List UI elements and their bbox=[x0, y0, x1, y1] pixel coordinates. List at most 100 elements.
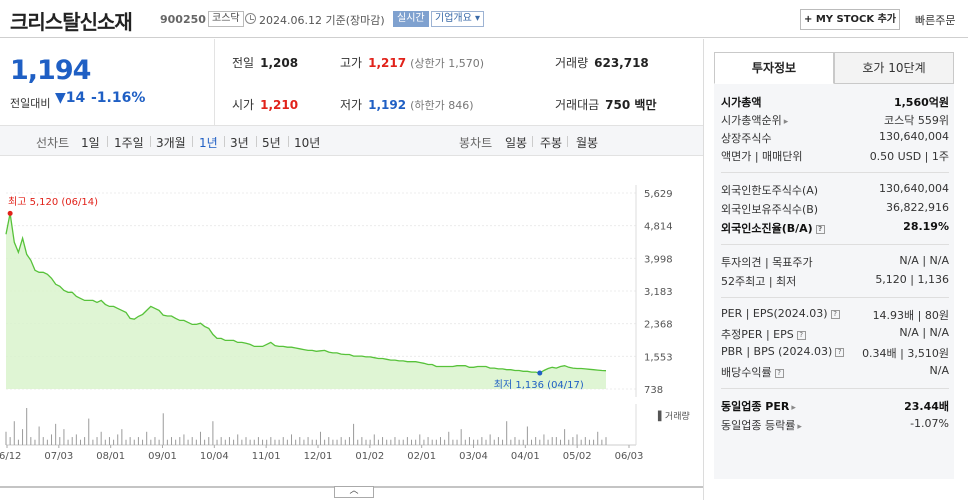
label: 동일업종 등락률 ▸ bbox=[721, 419, 802, 432]
value: -1.07% bbox=[910, 417, 949, 430]
price-summary: 1,194 전일대비 ▼14 -1.16% 전일 1,208 고가 1,217 (상한… bbox=[0, 39, 703, 125]
help-icon[interactable]: ? bbox=[830, 310, 840, 319]
x-tick-label: 05/02 bbox=[563, 451, 592, 462]
market-badge: 코스닥 bbox=[208, 11, 244, 27]
value: 0.34배 | 3,510원 bbox=[862, 347, 949, 360]
low-price: 저가 1,192 (하한가 846) bbox=[340, 96, 474, 113]
price-line bbox=[5, 213, 607, 374]
value: 130,640,004 bbox=[879, 130, 949, 143]
lower-limit: (하한가 846) bbox=[410, 99, 474, 112]
candle-daily[interactable]: 일봉 bbox=[505, 136, 528, 150]
amount-label: 거래대금 bbox=[555, 98, 600, 112]
value: 23.44배 bbox=[904, 400, 949, 413]
y-tick-label: 4,814 bbox=[644, 222, 673, 233]
row-par-value: 액면가 | 매매단위 0.50 USD | 1주 bbox=[721, 148, 949, 166]
label: 시가총액순위 ▸ bbox=[721, 114, 789, 127]
quick-order-button[interactable]: 빠른주문 bbox=[915, 14, 956, 27]
high-marker bbox=[7, 210, 13, 216]
row-foreign-limit: 외국인한도주식수(A) 130,640,004 bbox=[721, 182, 949, 200]
row-per-eps: PER | EPS(2024.03)? 14.93배 | 80원 bbox=[721, 307, 949, 325]
value: N/A | N/A bbox=[899, 326, 949, 339]
label: PBR | BPS (2024.03)? bbox=[721, 345, 845, 358]
label: 시가총액 bbox=[721, 96, 762, 109]
divider bbox=[721, 297, 949, 298]
high-value: 1,217 bbox=[368, 56, 407, 70]
x-tick-label: 08/01 bbox=[96, 451, 125, 462]
help-icon[interactable]: ? bbox=[774, 369, 784, 378]
period-10y[interactable]: 10년 bbox=[294, 136, 321, 150]
row-est-per: 추정PER | EPS? N/A | N/A bbox=[721, 326, 949, 344]
label: 외국인한도주식수(A) bbox=[721, 184, 819, 197]
label: 액면가 | 매매단위 bbox=[721, 150, 803, 163]
amount-value: 750 백만 bbox=[605, 98, 657, 112]
row-pbr-bps: PBR | BPS (2024.03)? 0.34배 | 3,510원 bbox=[721, 345, 949, 363]
value: 5,120 | 1,136 bbox=[875, 273, 949, 286]
candle-monthly[interactable]: 월봉 bbox=[576, 136, 599, 150]
row-dividend: 배당수익률? N/A bbox=[721, 364, 949, 382]
price-chart: 5,629 4,814 3,998 3,183 2,368 1,553 738 최고 5,12… bbox=[0, 157, 703, 500]
realtime-badge[interactable]: 실시간 bbox=[393, 11, 429, 27]
x-tick-label: 03/04 bbox=[459, 451, 488, 462]
collapse-chart-button[interactable]: ︿ bbox=[334, 486, 374, 498]
volume: 거래량 623,718 bbox=[555, 54, 649, 71]
candle-chart-label: 봉차트 bbox=[459, 136, 493, 150]
stock-name: 크리스탈신소재 bbox=[10, 10, 133, 34]
invest-info-panel: 투자정보 호가 10단계 시가총액 1,560억원 시가총액순위 ▸ 코스닥 559위… bbox=[703, 39, 968, 500]
divider bbox=[721, 388, 949, 389]
low-label: 저가 bbox=[340, 98, 363, 112]
company-info-label: 기업개요 bbox=[435, 13, 472, 24]
caret-right-icon: ▸ bbox=[783, 117, 789, 127]
help-icon[interactable]: ? bbox=[835, 348, 845, 357]
row-sector-per: 동일업종 PER ▸ 23.44배 bbox=[721, 398, 949, 416]
open-price: 시가 1,210 bbox=[232, 96, 298, 113]
label: 동일업종 PER ▸ bbox=[721, 400, 796, 413]
period-3y[interactable]: 3년 bbox=[230, 136, 249, 150]
help-icon[interactable]: ? bbox=[796, 331, 806, 340]
x-tick-label: 06/12 bbox=[0, 451, 21, 462]
low-value: 1,192 bbox=[368, 98, 407, 112]
period-1w[interactable]: 1주일 bbox=[114, 136, 144, 150]
row-52w: 52주최고 | 최저 5,120 | 1,136 bbox=[721, 273, 949, 291]
y-tick-label: 1,553 bbox=[644, 352, 673, 363]
period-5y[interactable]: 5년 bbox=[262, 136, 281, 150]
volume-label: 거래량 bbox=[555, 56, 589, 70]
help-icon[interactable]: ? bbox=[815, 225, 825, 234]
invest-info-list: 시가총액 1,560억원 시가총액순위 ▸ 코스닥 559위 상장주식수 130,640… bbox=[714, 84, 954, 479]
tab-invest-info[interactable]: 투자정보 bbox=[714, 52, 834, 84]
row-foreign-holding: 외국인보유주식수(B) 36,822,916 bbox=[721, 201, 949, 219]
stock-code: 900250 bbox=[160, 13, 206, 26]
y-tick-label: 3,183 bbox=[644, 287, 673, 298]
x-tick-label: 10/04 bbox=[200, 451, 229, 462]
tab-orderbook[interactable]: 호가 10단계 bbox=[834, 52, 954, 84]
prev-close-label: 전일 bbox=[232, 56, 255, 70]
period-1y[interactable]: 1년 bbox=[199, 136, 218, 150]
y-tick-label: 2,368 bbox=[644, 320, 673, 331]
company-info-dropdown[interactable]: 기업개요 ▾ bbox=[431, 11, 485, 27]
divider bbox=[721, 244, 949, 245]
y-tick-label: 3,998 bbox=[644, 254, 673, 265]
label: 배당수익률? bbox=[721, 364, 784, 380]
add-mystock-button[interactable]: + MY STOCK 추가 bbox=[800, 9, 900, 30]
down-arrow-icon: ▼ bbox=[55, 90, 66, 106]
x-tick-label: 11/01 bbox=[252, 451, 281, 462]
value: 36,822,916 bbox=[886, 201, 949, 214]
date-basis: 2024.06.12 기준(장마감) bbox=[259, 14, 385, 27]
row-foreign-ratio: 외국인소진율(B/A)? 28.19% bbox=[721, 220, 949, 238]
candle-weekly[interactable]: 주봉 bbox=[540, 136, 563, 150]
y-tick-label: 5,629 bbox=[644, 189, 673, 200]
open-value: 1,210 bbox=[260, 98, 299, 112]
label: 추정PER | EPS? bbox=[721, 326, 806, 342]
upper-limit: (상한가 1,570) bbox=[410, 57, 484, 70]
current-price: 1,194 bbox=[10, 55, 91, 86]
divider bbox=[721, 172, 949, 173]
row-market-cap-rank: 시가총액순위 ▸ 코스닥 559위 bbox=[721, 112, 949, 130]
value: 0.50 USD | 1주 bbox=[869, 150, 949, 163]
period-1d[interactable]: 1일 bbox=[81, 136, 100, 150]
chevron-down-icon: ▾ bbox=[475, 13, 481, 24]
price-area bbox=[6, 213, 606, 389]
period-3m[interactable]: 3개월 bbox=[156, 136, 186, 150]
price-chart-svg: 5,629 4,814 3,998 3,183 2,368 1,553 738 최고 5,12… bbox=[0, 185, 703, 488]
change-amount: 14 bbox=[65, 90, 86, 106]
label: 52주최고 | 최저 bbox=[721, 275, 797, 288]
caret-right-icon: ▸ bbox=[791, 403, 796, 413]
